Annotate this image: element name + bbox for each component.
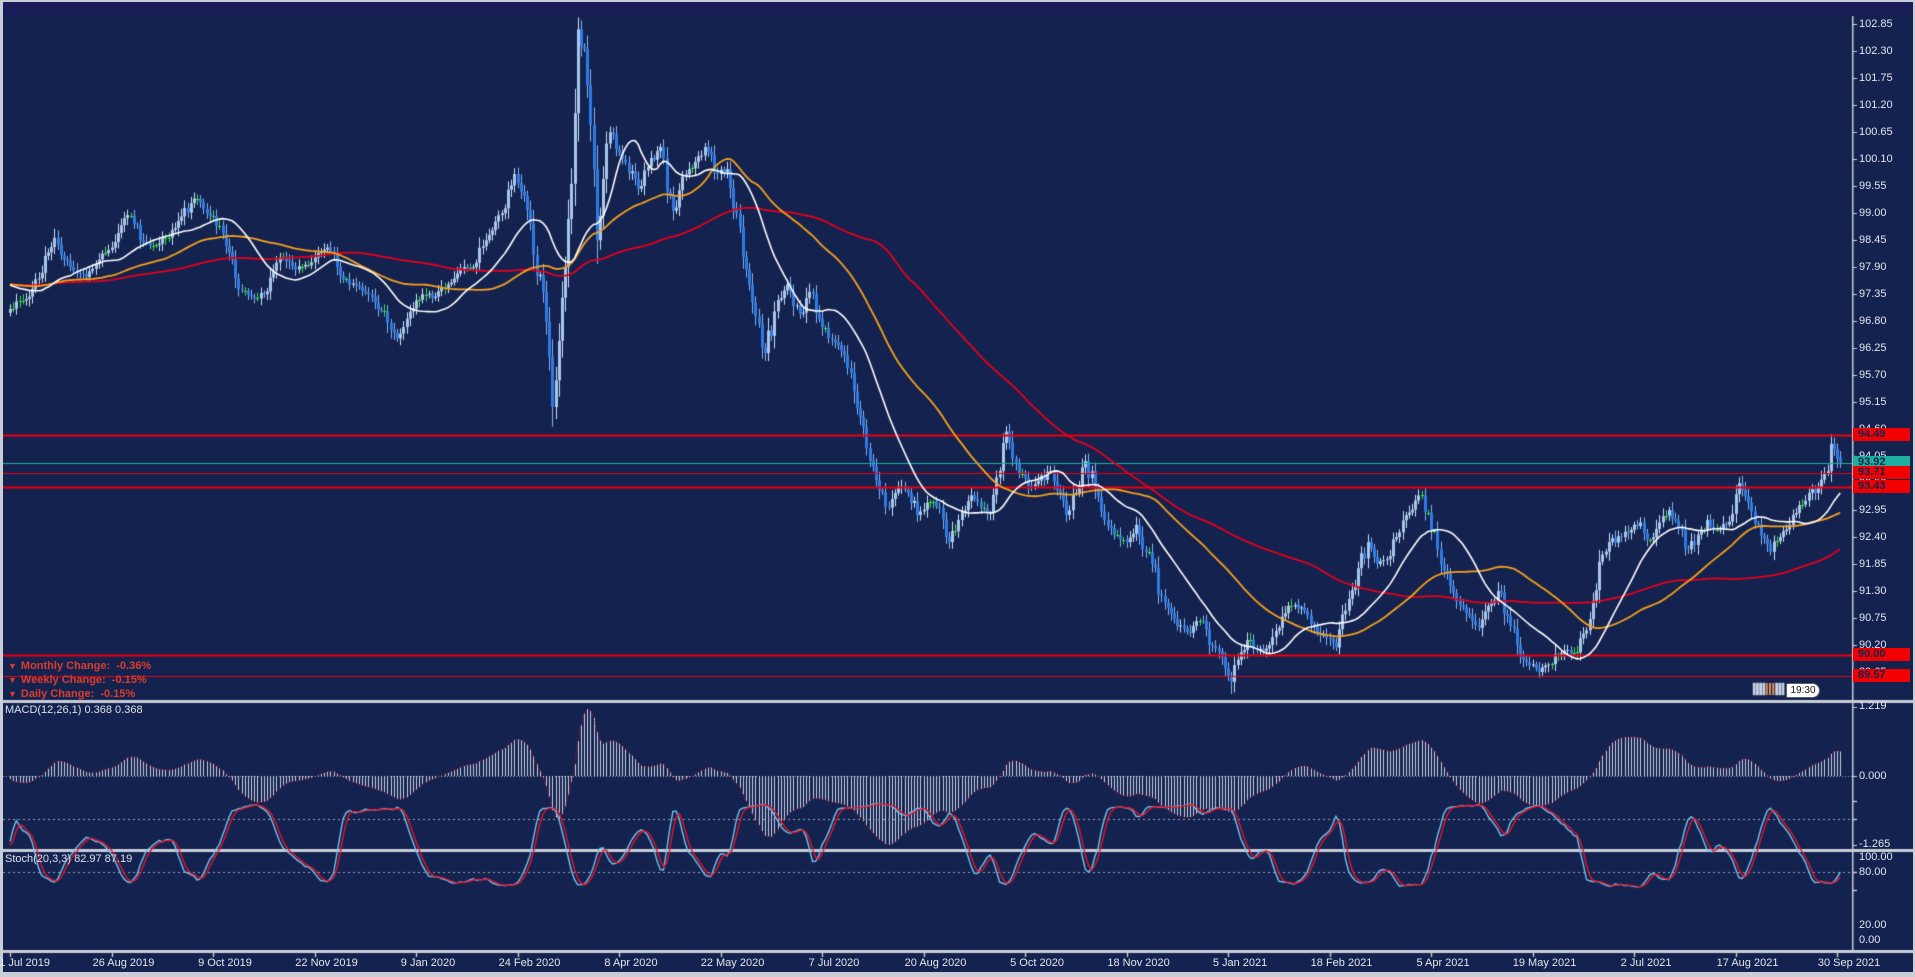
- change-text: Weekly Change: -0.15%: [20, 674, 147, 686]
- price-axis-tick-label: 96.25: [1859, 342, 1887, 355]
- bar-countdown-timer: 19:30: [1786, 682, 1820, 698]
- time-axis-label: 26 Aug 2019: [92, 957, 155, 969]
- time-axis-label: 11 Jul 2019: [0, 957, 51, 969]
- macd-indicator-label: MACD(12,26,1) 0.368 0.368: [5, 704, 143, 716]
- price-axis-tick-label: 90.20: [1859, 639, 1887, 652]
- price-axis-tick-label: 90.75: [1859, 612, 1887, 625]
- time-axis-label: 5 Oct 2020: [1010, 957, 1064, 969]
- price-axis-tick-label: 95.70: [1859, 369, 1887, 382]
- time-axis-label: 2 Jul 2021: [1620, 957, 1672, 969]
- window-border-left: [0, 0, 3, 977]
- time-axis-label: 18 Feb 2021: [1310, 957, 1373, 969]
- time-axis-label: 9 Oct 2019: [198, 957, 252, 969]
- indicator-axis-label: 20.00: [1859, 919, 1887, 931]
- price-axis-tick-label: 99.55: [1859, 180, 1887, 193]
- window-border-bottom: [0, 972, 1915, 977]
- price-line-label: 89.57: [1853, 669, 1910, 683]
- time-axis-label: 24 Feb 2020: [498, 957, 561, 969]
- price-axis-tick-label: 91.30: [1859, 585, 1887, 598]
- time-axis-label: 22 Nov 2019: [295, 957, 358, 969]
- price-axis-tick-label: 101.20: [1859, 99, 1893, 112]
- price-axis-tick-label: 91.85: [1859, 558, 1887, 571]
- stoch-indicator-label: Stoch(20,3,3) 82.97 87.19: [5, 853, 133, 865]
- indicator-axis-label: 0.00: [1859, 934, 1881, 946]
- time-axis-label: 7 Jul 2020: [808, 957, 860, 969]
- price-line-label: 93.71: [1853, 466, 1910, 480]
- time-axis-label: 5 Jan 2021: [1212, 957, 1268, 969]
- down-arrow-icon: ▼: [8, 689, 17, 699]
- price-change-label: ▼ Monthly Change: -0.36%: [8, 660, 151, 672]
- price-axis-tick-label: 92.95: [1859, 504, 1887, 517]
- price-axis-tick-label: 102.85: [1859, 18, 1893, 31]
- price-axis-tick-label: 92.40: [1859, 531, 1887, 544]
- indicator-axis-label: 100.00: [1859, 851, 1893, 863]
- price-line-label: 90.00: [1853, 648, 1910, 662]
- price-axis-tick-label: 97.35: [1859, 288, 1887, 301]
- indicator-axis-label: -1.265: [1859, 838, 1891, 850]
- time-axis-label: 8 Apr 2020: [604, 957, 658, 969]
- price-line-label: 93.92: [1853, 456, 1910, 469]
- time-axis-label: 17 Aug 2021: [1716, 957, 1779, 969]
- price-axis-tick-label: 100.10: [1859, 153, 1893, 166]
- price-line-label: 93.43: [1853, 480, 1910, 494]
- price-axis-tick-label: 101.75: [1859, 72, 1893, 85]
- indicator-axis-label: 0.000: [1859, 770, 1887, 782]
- window-border-top: [0, 0, 1915, 2]
- time-axis-label: 18 Nov 2020: [1107, 957, 1170, 969]
- time-axis-label: 9 Jan 2020: [400, 957, 456, 969]
- down-arrow-icon: ▼: [8, 661, 17, 671]
- price-axis-tick-label: 99.00: [1859, 207, 1887, 220]
- indicator-axis-label: 1.219: [1859, 700, 1887, 712]
- change-text: Monthly Change: -0.36%: [20, 660, 152, 672]
- price-axis-tick-label: 95.15: [1859, 396, 1887, 409]
- price-change-label: ▼ Weekly Change: -0.15%: [8, 674, 147, 686]
- price-line-label: 94.49: [1853, 428, 1910, 442]
- window-border-right: [1913, 0, 1915, 977]
- change-text: Daily Change: -0.15%: [20, 688, 136, 700]
- time-axis-label: 22 May 2020: [700, 957, 765, 969]
- price-axis-tick-label: 97.90: [1859, 261, 1887, 274]
- price-axis-tick-label: 100.65: [1859, 126, 1893, 139]
- down-arrow-icon: ▼: [8, 675, 17, 685]
- time-axis-label: 20 Aug 2020: [904, 957, 967, 969]
- price-axis-tick-label: 96.80: [1859, 315, 1887, 328]
- time-axis-label: 5 Apr 2021: [1416, 957, 1470, 969]
- time-axis-label: 19 May 2021: [1512, 957, 1577, 969]
- price-change-label: ▼ Daily Change: -0.15%: [8, 688, 135, 700]
- price-axis-tick-label: 102.30: [1859, 45, 1893, 58]
- indicator-axis-label: 80.00: [1859, 866, 1887, 878]
- price-axis-tick-label: 98.45: [1859, 234, 1887, 247]
- time-axis-label: 30 Sep 2021: [1817, 957, 1881, 969]
